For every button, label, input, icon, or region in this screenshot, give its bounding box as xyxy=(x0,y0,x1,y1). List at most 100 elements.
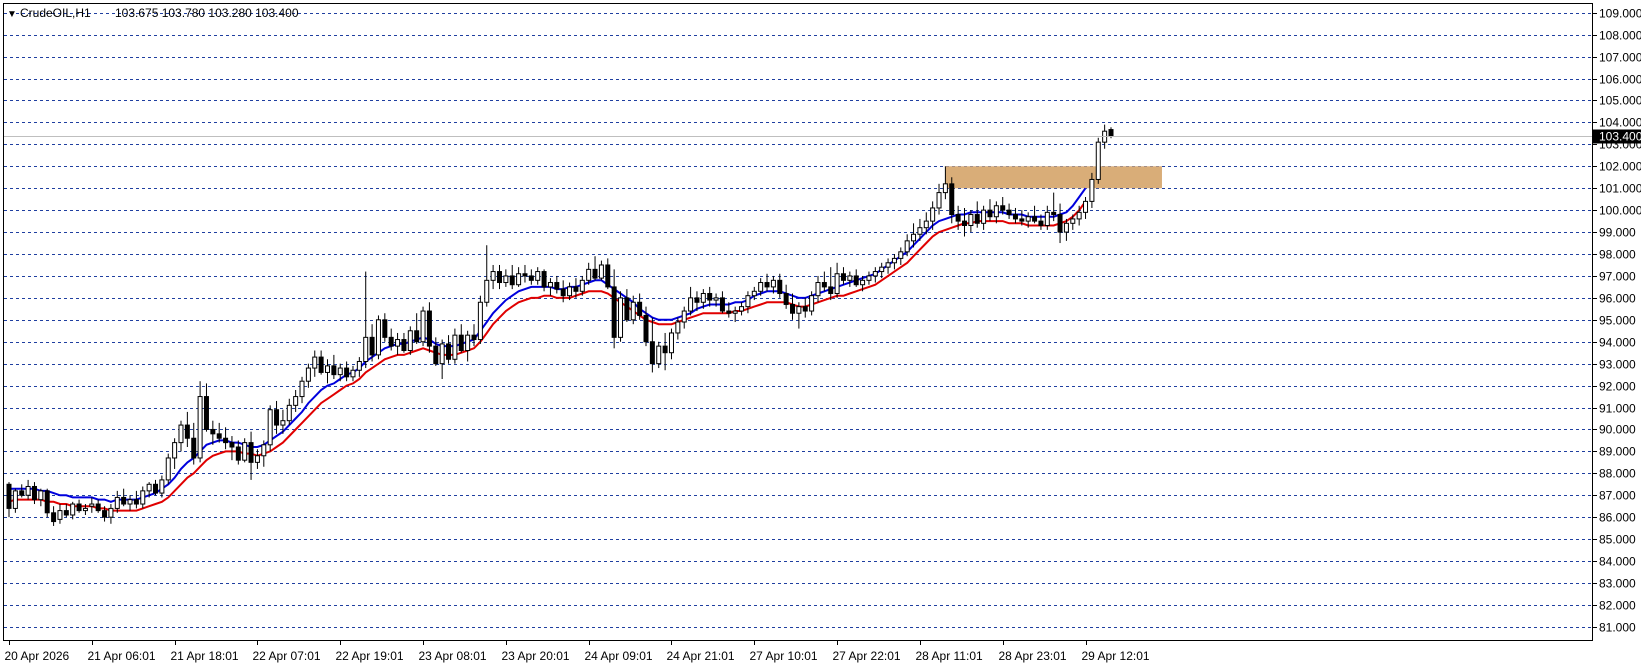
candle[interactable] xyxy=(63,504,69,518)
candle[interactable] xyxy=(337,363,343,382)
candle[interactable] xyxy=(254,449,260,469)
candle[interactable] xyxy=(191,422,197,465)
candle[interactable] xyxy=(484,245,490,307)
candle[interactable] xyxy=(184,411,190,448)
candle[interactable] xyxy=(579,275,585,296)
candle[interactable] xyxy=(955,205,961,230)
candle[interactable] xyxy=(739,302,745,316)
candle[interactable] xyxy=(847,271,853,287)
candle[interactable] xyxy=(719,291,725,314)
candle[interactable] xyxy=(159,475,165,498)
candle[interactable] xyxy=(796,302,802,329)
candle[interactable] xyxy=(879,262,885,279)
candle[interactable] xyxy=(860,275,866,292)
candle[interactable] xyxy=(586,262,592,285)
candle[interactable] xyxy=(949,177,955,224)
candle[interactable] xyxy=(57,504,63,524)
candle[interactable] xyxy=(401,332,407,353)
candle[interactable] xyxy=(6,482,12,518)
candle[interactable] xyxy=(834,262,840,298)
candle[interactable] xyxy=(95,499,101,513)
candle[interactable] xyxy=(962,207,967,237)
candle[interactable] xyxy=(509,264,515,290)
candle[interactable] xyxy=(19,484,25,498)
candle[interactable] xyxy=(375,315,381,360)
candle[interactable] xyxy=(350,365,356,382)
candle[interactable] xyxy=(325,359,330,384)
candle[interactable] xyxy=(1083,196,1089,219)
candle[interactable] xyxy=(911,223,917,248)
candle[interactable] xyxy=(312,350,318,377)
candle[interactable] xyxy=(815,275,821,303)
candle[interactable] xyxy=(153,479,159,496)
candle[interactable] xyxy=(229,436,235,461)
candle[interactable] xyxy=(1025,212,1031,228)
candle[interactable] xyxy=(1012,207,1018,224)
candle[interactable] xyxy=(248,431,254,480)
candle[interactable] xyxy=(770,275,776,294)
candle[interactable] xyxy=(1095,137,1101,184)
candle[interactable] xyxy=(751,286,757,301)
candle[interactable] xyxy=(840,267,846,285)
candle[interactable] xyxy=(764,273,770,292)
candle[interactable] xyxy=(31,482,37,505)
candle[interactable] xyxy=(974,201,980,228)
candle[interactable] xyxy=(1038,214,1044,230)
time-axis[interactable]: 20 Apr 2026 21 Apr 06:01 21 Apr 18:01 22 Ap… xyxy=(5,640,1150,663)
candle[interactable] xyxy=(446,335,452,364)
candle[interactable] xyxy=(528,269,534,285)
candle[interactable] xyxy=(51,506,57,526)
candle[interactable] xyxy=(1051,192,1057,222)
candle[interactable] xyxy=(261,440,267,467)
candle[interactable] xyxy=(624,289,630,322)
candle[interactable] xyxy=(1000,196,1006,215)
candle[interactable] xyxy=(267,405,273,452)
candle[interactable] xyxy=(44,488,50,518)
candle[interactable] xyxy=(363,271,369,369)
candle[interactable] xyxy=(388,328,394,351)
candle[interactable] xyxy=(643,306,649,347)
candle[interactable] xyxy=(726,302,732,318)
candle[interactable] xyxy=(114,490,120,513)
candle[interactable] xyxy=(573,278,579,298)
candle[interactable] xyxy=(707,286,713,307)
candle[interactable] xyxy=(197,381,203,463)
candle[interactable] xyxy=(637,293,643,320)
candle[interactable] xyxy=(477,295,483,344)
candle[interactable] xyxy=(216,422,222,443)
candle[interactable] xyxy=(89,497,95,513)
candle[interactable] xyxy=(420,306,426,347)
candle[interactable] xyxy=(426,302,432,353)
candle[interactable] xyxy=(1089,172,1095,208)
candle[interactable] xyxy=(407,326,413,355)
candle[interactable] xyxy=(172,438,178,469)
candle[interactable] xyxy=(452,328,458,364)
candle[interactable] xyxy=(790,293,796,320)
candle[interactable] xyxy=(286,398,292,426)
candle[interactable] xyxy=(382,313,388,342)
candle[interactable] xyxy=(535,267,541,285)
candle[interactable] xyxy=(76,499,82,513)
candle[interactable] xyxy=(809,291,815,316)
candle[interactable] xyxy=(414,313,420,344)
candle[interactable] xyxy=(490,264,496,290)
resistance-zone[interactable] xyxy=(945,166,1162,189)
candle[interactable] xyxy=(981,205,987,230)
candle[interactable] xyxy=(1057,203,1063,244)
candle[interactable] xyxy=(165,453,171,485)
candle[interactable] xyxy=(993,201,999,224)
candle[interactable] xyxy=(280,409,286,434)
candle[interactable] xyxy=(38,488,44,507)
candle[interactable] xyxy=(274,400,280,434)
candle[interactable] xyxy=(904,234,910,257)
candle[interactable] xyxy=(331,354,337,380)
candle[interactable] xyxy=(25,479,31,500)
candle[interactable] xyxy=(802,297,808,318)
candle[interactable] xyxy=(133,490,139,509)
candle[interactable] xyxy=(987,199,993,222)
candle[interactable] xyxy=(433,337,439,366)
candle[interactable] xyxy=(758,278,764,296)
candle[interactable] xyxy=(471,324,477,347)
candle[interactable] xyxy=(210,420,216,445)
